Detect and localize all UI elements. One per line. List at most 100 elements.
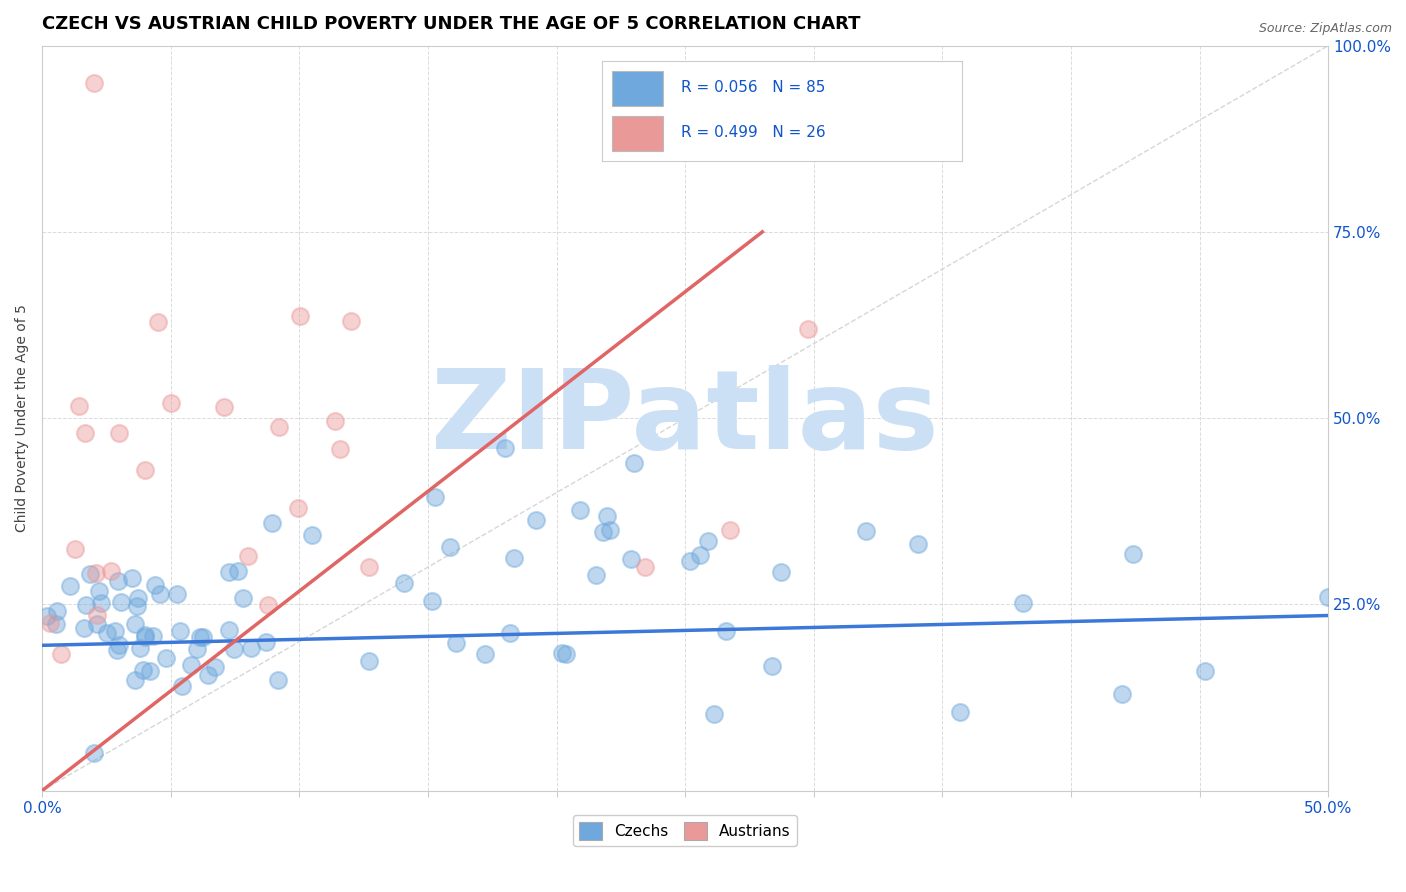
Point [100,564,122,578]
Point [550,647,572,661]
Point [357,654,380,668]
Point [37,608,59,623]
Point [218,566,240,580]
Text: Source: ZipAtlas.com: Source: ZipAtlas.com [1258,22,1392,36]
Point [1317,590,1340,604]
Point [323,414,346,428]
Point [420,594,443,608]
Point [1122,547,1144,561]
Point [855,524,877,539]
Point [142,629,165,643]
Point [169,624,191,639]
Point [110,595,132,609]
Point [620,551,643,566]
Point [474,647,496,661]
Point [107,643,129,657]
Point [238,549,260,563]
Point [555,647,578,661]
Point [226,564,249,578]
Point [166,586,188,600]
Point [84,566,107,581]
Point [444,636,467,650]
Point [423,491,446,505]
Y-axis label: Child Poverty Under the Age of 5: Child Poverty Under the Age of 5 [15,304,30,532]
Point [949,705,972,719]
Point [143,578,166,592]
Point [124,617,146,632]
Point [63,541,86,556]
Point [186,642,208,657]
Point [96,626,118,640]
Point [218,623,240,637]
Legend: Czechs, Austrians: Czechs, Austrians [574,815,797,847]
Point [170,679,193,693]
Point [262,516,284,530]
Point [569,503,592,517]
Point [718,523,741,537]
Point [907,536,929,550]
Point [129,640,152,655]
Point [679,554,702,568]
Point [596,509,619,524]
Point [222,642,245,657]
Point [155,651,177,665]
Point [83,76,105,90]
Point [240,640,263,655]
Point [87,584,110,599]
Point [267,419,290,434]
Point [232,591,254,605]
Point [494,441,516,455]
Point [714,624,737,638]
Point [191,630,214,644]
Point [267,673,290,687]
Point [149,587,172,601]
Point [288,309,311,323]
Point [359,560,381,574]
Point [592,524,614,539]
Point [139,664,162,678]
Point [134,463,156,477]
Point [132,663,155,677]
Point [703,707,725,722]
Point [197,668,219,682]
Point [301,528,323,542]
Point [49,647,72,661]
Point [75,598,97,612]
Point [502,550,524,565]
Point [697,533,720,548]
Point [121,571,143,585]
Point [86,617,108,632]
Point [146,315,169,329]
Point [524,513,547,527]
Point [439,540,461,554]
Point [287,500,309,515]
Point [797,322,820,336]
Point [256,598,278,612]
Point [90,596,112,610]
Point [108,425,131,440]
Point [188,630,211,644]
Point [83,747,105,761]
Point [75,426,97,441]
Point [212,401,235,415]
Point [770,566,793,580]
Point [1194,664,1216,678]
Point [127,591,149,605]
Point [125,599,148,613]
Point [134,630,156,644]
Point [499,626,522,640]
Point [761,658,783,673]
Point [159,396,181,410]
Point [58,579,80,593]
Point [79,566,101,581]
Point [38,616,60,631]
Point [585,568,607,582]
Text: CZECH VS AUSTRIAN CHILD POVERTY UNDER THE AGE OF 5 CORRELATION CHART: CZECH VS AUSTRIAN CHILD POVERTY UNDER TH… [42,15,860,33]
Point [599,523,621,537]
Point [124,673,146,687]
Point [623,456,645,470]
Point [46,604,69,618]
Text: ZIPatlas: ZIPatlas [432,365,939,472]
Point [1111,687,1133,701]
Point [340,314,363,328]
